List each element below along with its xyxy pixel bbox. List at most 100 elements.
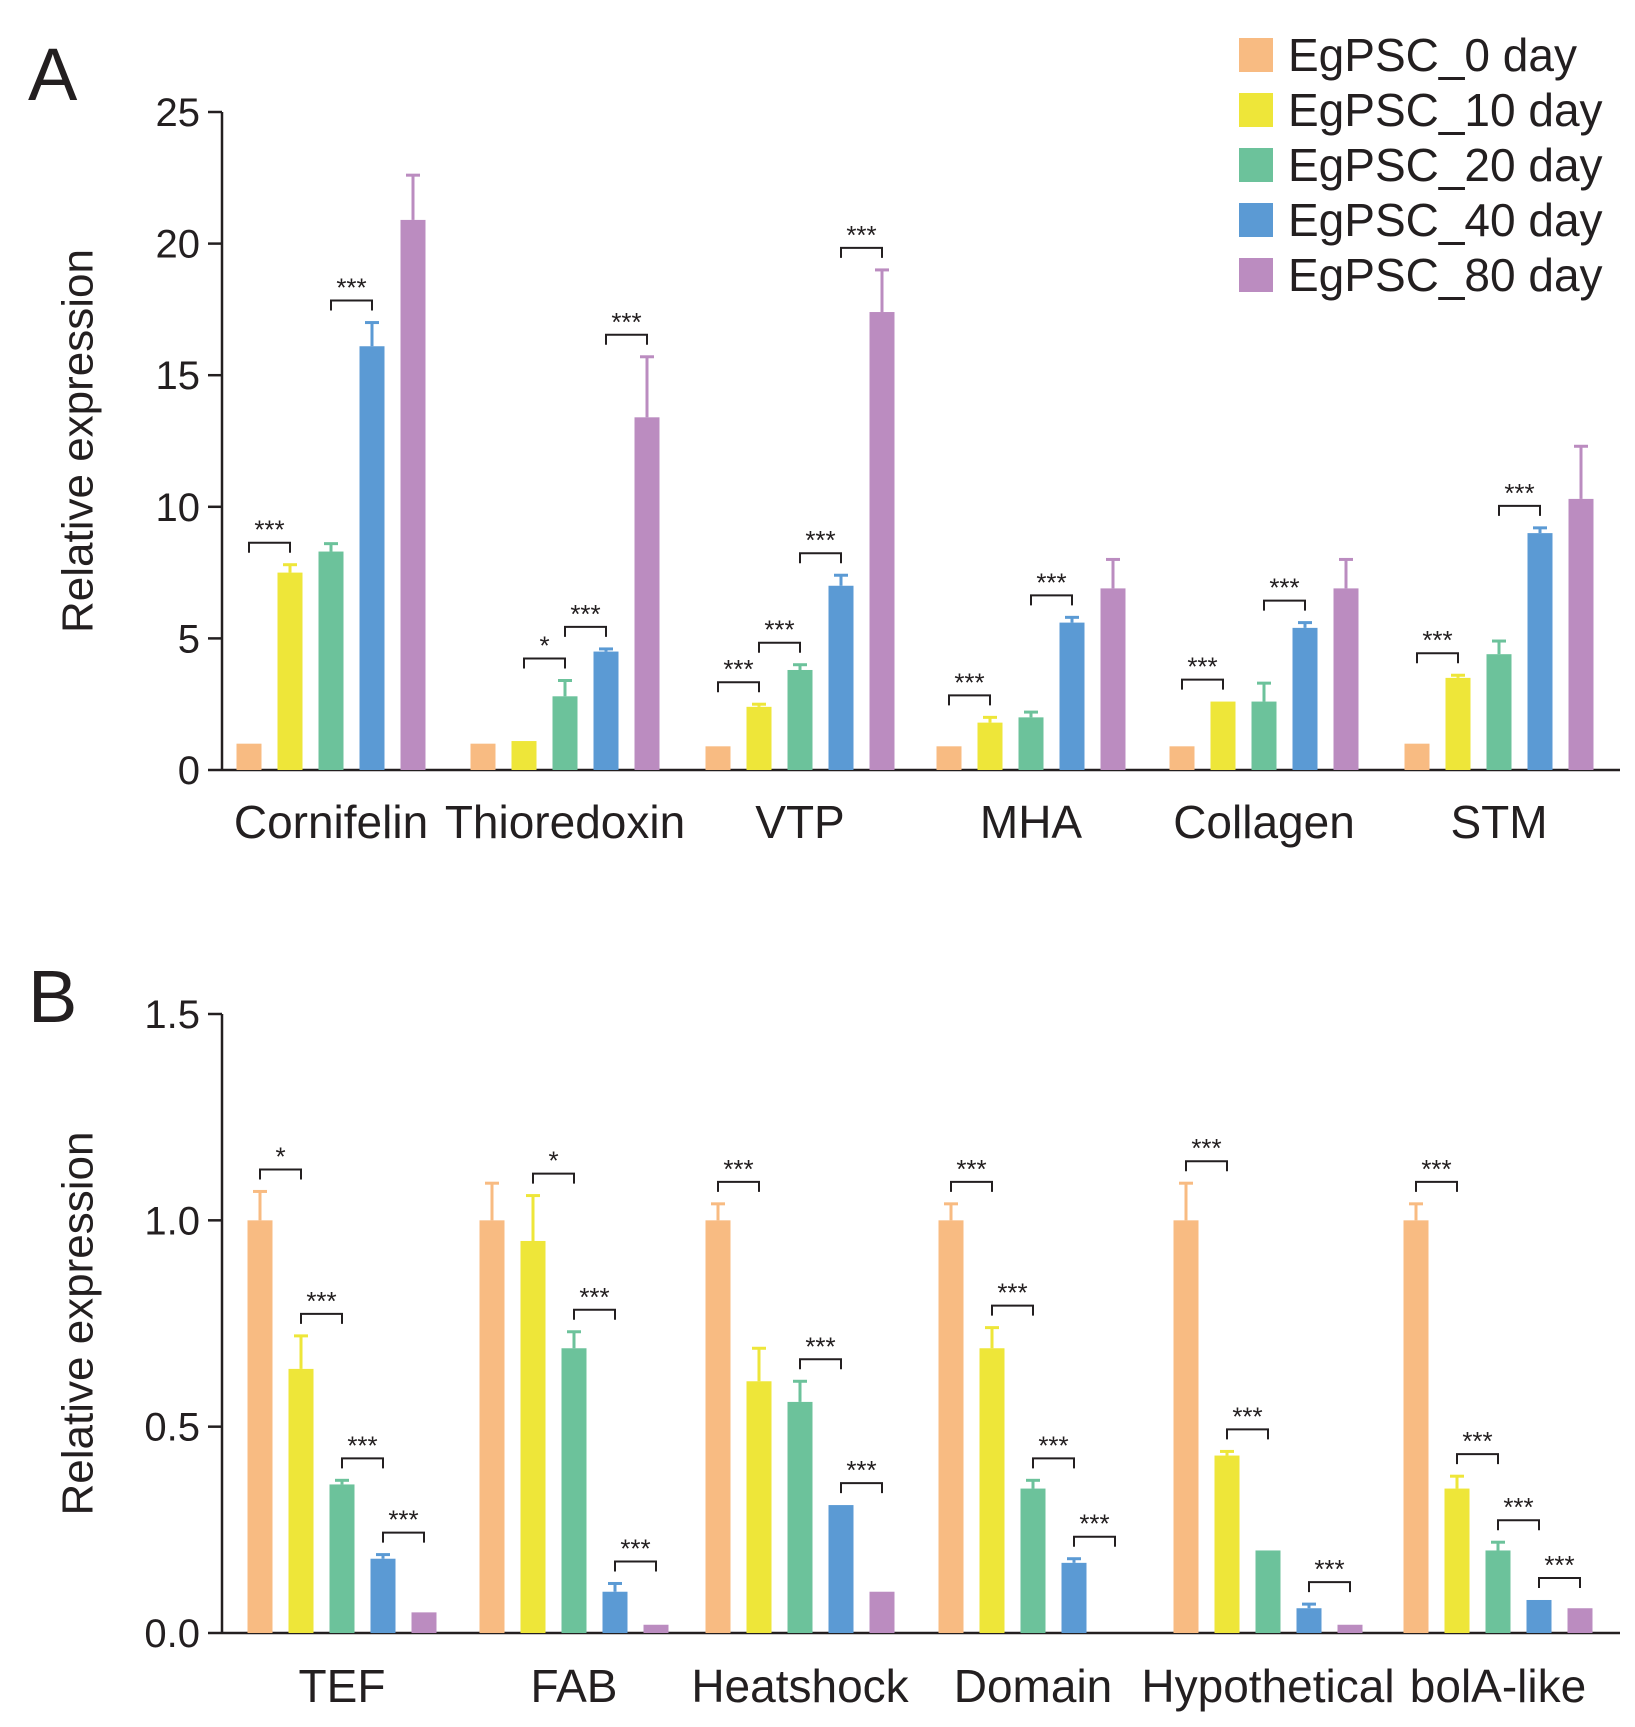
bar <box>318 551 344 770</box>
bar <box>400 219 426 771</box>
significance-bracket <box>259 1168 302 1180</box>
significance-bracket <box>1032 1457 1075 1469</box>
bar <box>479 1220 505 1633</box>
bar <box>1486 654 1512 770</box>
panel-letter-b: B <box>28 955 77 1038</box>
bar <box>787 669 813 770</box>
significance-bracket <box>341 1457 384 1469</box>
bar <box>1020 1488 1046 1633</box>
y-tick-label: 15 <box>156 354 201 398</box>
bar <box>593 651 619 770</box>
bar <box>370 1558 396 1633</box>
significance-label: *** <box>1504 478 1534 508</box>
significance-label: *** <box>611 307 641 337</box>
legend-swatch <box>1239 38 1273 72</box>
significance-label: *** <box>254 515 284 545</box>
y-tick-label: 5 <box>178 617 200 661</box>
bar <box>746 706 772 770</box>
significance-label: *** <box>1038 1430 1068 1460</box>
significance-label: *** <box>1544 1550 1574 1580</box>
significance-label: *** <box>1462 1426 1492 1456</box>
bar <box>1568 498 1594 770</box>
y-tick-label: 0 <box>178 749 200 793</box>
significance-label: *** <box>997 1278 1027 1308</box>
significance-bracket <box>300 1312 343 1324</box>
bar <box>1210 701 1236 770</box>
significance-bracket <box>1456 1453 1499 1465</box>
panel-letter-a: A <box>28 33 78 116</box>
significance-bracket <box>1497 1519 1540 1531</box>
significance-bracket <box>248 541 291 553</box>
bar <box>1337 1624 1363 1633</box>
significance-label: * <box>548 1146 558 1176</box>
bar <box>936 746 962 770</box>
bar <box>1292 627 1318 770</box>
significance-label: *** <box>1503 1492 1533 1522</box>
significance-label: *** <box>805 525 835 555</box>
bar <box>1527 533 1553 770</box>
y-tick-label: 10 <box>156 486 201 530</box>
significance-label: *** <box>1191 1133 1221 1163</box>
bar <box>359 346 385 770</box>
bar <box>869 1591 895 1633</box>
significance-label: *** <box>1232 1401 1262 1431</box>
significance-label: *** <box>1422 625 1452 655</box>
y-tick-label: 20 <box>156 223 201 267</box>
legend-label: EgPSC_0 day <box>1288 29 1577 81</box>
bar <box>1485 1550 1511 1633</box>
bar <box>1526 1599 1552 1633</box>
significance-label: *** <box>954 667 984 697</box>
significance-bracket <box>605 333 648 345</box>
y-axis-label: Relative expression <box>54 1132 103 1516</box>
x-category-label: Thioredoxin <box>445 796 685 848</box>
significance-bracket <box>948 694 991 706</box>
significance-label: *** <box>570 599 600 629</box>
significance-bracket <box>717 681 760 693</box>
y-tick-label: 0.0 <box>144 1612 200 1656</box>
bar <box>787 1401 813 1633</box>
bar <box>552 696 578 770</box>
significance-label: * <box>275 1141 285 1171</box>
x-category-label: bolA-like <box>1410 1660 1586 1712</box>
significance-bracket <box>330 299 373 311</box>
bar <box>1445 677 1471 770</box>
bar <box>1296 1608 1322 1633</box>
significance-label: *** <box>1314 1554 1344 1584</box>
significance-label: *** <box>579 1282 609 1312</box>
bar <box>1403 1220 1429 1633</box>
significance-label: * <box>539 631 549 661</box>
bar <box>277 572 303 770</box>
bar <box>634 417 660 770</box>
significance-label: *** <box>1269 573 1299 603</box>
bar <box>411 1612 437 1633</box>
significance-bracket <box>840 1482 883 1494</box>
bar <box>1059 622 1085 770</box>
significance-bracket <box>840 246 883 258</box>
significance-bracket <box>573 1308 616 1320</box>
bar <box>938 1220 964 1633</box>
y-axis-label: Relative expression <box>54 249 103 633</box>
bar <box>1018 717 1044 770</box>
significance-bracket <box>1226 1428 1269 1440</box>
significance-bracket <box>799 552 842 564</box>
legend-label: EgPSC_10 day <box>1288 84 1603 136</box>
bar <box>1100 588 1126 770</box>
bar <box>1169 746 1195 770</box>
significance-bracket <box>614 1560 657 1572</box>
bar <box>828 1505 854 1633</box>
significance-bracket <box>1415 1180 1458 1192</box>
significance-bracket <box>1030 594 1073 606</box>
legend-swatch <box>1239 258 1273 292</box>
significance-label: *** <box>956 1154 986 1184</box>
bar <box>561 1348 587 1633</box>
significance-bracket <box>382 1531 425 1543</box>
bar <box>329 1484 355 1633</box>
bar <box>470 743 496 770</box>
bar <box>828 585 854 770</box>
significance-bracket <box>1538 1576 1581 1588</box>
significance-bracket <box>1073 1535 1116 1547</box>
bar <box>643 1624 669 1633</box>
significance-bracket <box>564 625 607 637</box>
significance-bracket <box>1263 599 1306 611</box>
